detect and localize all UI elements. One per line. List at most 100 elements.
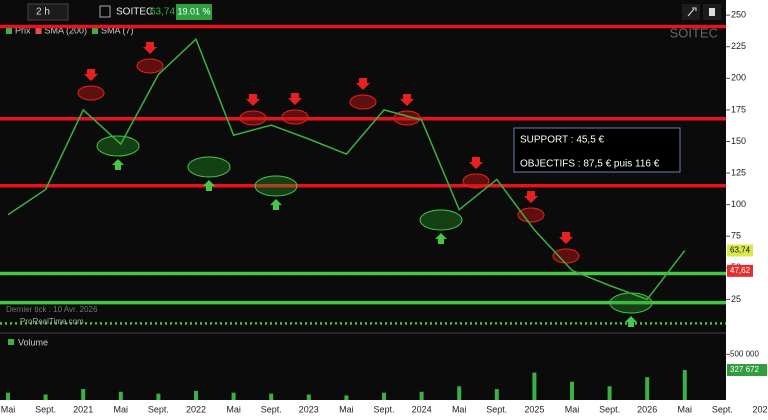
down-arrow xyxy=(84,69,98,81)
resistance-marker xyxy=(239,110,267,126)
volume-bar xyxy=(43,394,48,400)
legend-swatch xyxy=(6,28,12,34)
up-arrow xyxy=(435,233,447,244)
volume-bar xyxy=(156,393,161,400)
y-tick-label: 100 xyxy=(731,199,746,209)
x-tick-label: Sept. xyxy=(261,404,282,414)
x-tick-label: 202 xyxy=(752,404,767,414)
plot-bg xyxy=(0,0,726,400)
volume-bar xyxy=(607,386,612,400)
x-axis-bg xyxy=(0,400,768,420)
down-arrow xyxy=(356,78,370,90)
resistance-marker xyxy=(136,58,164,74)
timeframe: 2 h xyxy=(36,7,50,18)
volume-tick-label: 500 000 xyxy=(730,349,759,358)
x-tick-label: Mai xyxy=(339,404,354,414)
resistance-marker xyxy=(349,94,377,110)
x-tick-label: 2026 xyxy=(637,404,657,414)
x-tick-label: 2021 xyxy=(73,404,93,414)
support-marker xyxy=(187,156,231,178)
annotation-text: OBJECTIFS : 87,5 € puis 116 € xyxy=(520,159,660,170)
volume-last-bg xyxy=(727,364,767,377)
support-marker xyxy=(96,135,140,157)
volume-bar xyxy=(194,390,198,400)
volume-bar xyxy=(382,392,386,400)
x-tick-label: Sept. xyxy=(712,404,733,414)
volume-bar xyxy=(6,392,10,400)
volume-bar xyxy=(457,386,462,400)
watermark: SOITEC xyxy=(670,25,718,40)
wrench-icon xyxy=(687,7,697,17)
y-tick-label: 225 xyxy=(731,41,746,51)
down-arrow xyxy=(288,93,302,105)
volume-bar xyxy=(231,392,236,400)
price-line xyxy=(7,37,686,301)
support-marker xyxy=(609,292,653,314)
y-tick-label: 175 xyxy=(731,104,746,114)
x-tick-label: Mai xyxy=(1,404,16,414)
y-tick-label: 150 xyxy=(731,136,746,146)
x-tick-label: Sept. xyxy=(148,404,169,414)
timeframe-select[interactable] xyxy=(27,3,69,21)
x-tick-label: 2022 xyxy=(186,404,206,414)
volume-bar xyxy=(344,395,349,400)
x-tick-label: Sept. xyxy=(373,404,394,414)
y-tick-label: 250 xyxy=(731,10,746,20)
x-tick-label: Mai xyxy=(565,404,580,414)
x-tick-label: Mai xyxy=(678,404,693,414)
x-tick-label: 2023 xyxy=(299,404,319,414)
volume-bar xyxy=(118,391,123,400)
support-marker xyxy=(419,209,463,231)
change-badge xyxy=(176,4,212,20)
down-arrow xyxy=(246,94,260,106)
up-arrow xyxy=(112,159,124,170)
y-tick-label: 75 xyxy=(731,231,741,241)
last-price: 63,74 xyxy=(150,7,175,18)
x-tick-label: Mai xyxy=(226,404,241,414)
y-tick-label: 125 xyxy=(731,167,746,177)
change: 19.01 % xyxy=(177,6,210,16)
up-arrow xyxy=(270,199,282,210)
symbol: SOITEC xyxy=(116,7,153,18)
support-marker xyxy=(254,175,298,197)
volume-bar xyxy=(645,377,650,400)
trash-icon xyxy=(709,8,715,16)
source: ProRealTime.com xyxy=(20,317,84,326)
volume-bar xyxy=(532,372,537,400)
y-tick-label: 200 xyxy=(731,73,746,83)
volume-bar xyxy=(269,393,274,400)
resistance-marker xyxy=(517,207,545,223)
volume-bar xyxy=(419,391,424,400)
price-label-bg xyxy=(727,264,753,277)
down-arrow xyxy=(400,94,414,106)
down-arrow xyxy=(143,42,157,54)
resistance-marker xyxy=(281,109,309,125)
x-tick-label: Sept. xyxy=(599,404,620,414)
legend-label: Prix xyxy=(15,25,31,35)
toolbar: 2 h SOITEC 63,74 19.01 % xyxy=(27,3,721,21)
legend-swatch xyxy=(92,28,99,34)
resistance-marker xyxy=(462,173,490,189)
volume-label: Volume xyxy=(18,337,48,347)
resistance-marker xyxy=(77,85,105,101)
volume-last-label: 327 672 xyxy=(730,365,759,374)
price-label-bg xyxy=(727,244,753,257)
down-arrow xyxy=(559,232,573,244)
legend-label: SMA (7) xyxy=(101,25,134,35)
axis-bg xyxy=(726,0,768,420)
volume-bar xyxy=(306,394,311,400)
volume-bar xyxy=(81,389,86,400)
price-label: 47,62 xyxy=(730,266,751,275)
symbol-icon xyxy=(99,5,111,18)
x-tick-label: 2024 xyxy=(412,404,432,414)
x-tick-label: Mai xyxy=(452,404,467,414)
volume-icon xyxy=(8,339,14,345)
legend-label: SMA (200) xyxy=(45,25,88,35)
annotation-box xyxy=(513,127,681,173)
volume-bar xyxy=(494,389,499,400)
last-tick: Dernier tick : 10 Avr. 2026 xyxy=(6,305,98,314)
x-tick-label: Mai xyxy=(114,404,129,414)
price-label: 63,74 xyxy=(730,246,751,255)
volume-bar xyxy=(570,381,574,400)
